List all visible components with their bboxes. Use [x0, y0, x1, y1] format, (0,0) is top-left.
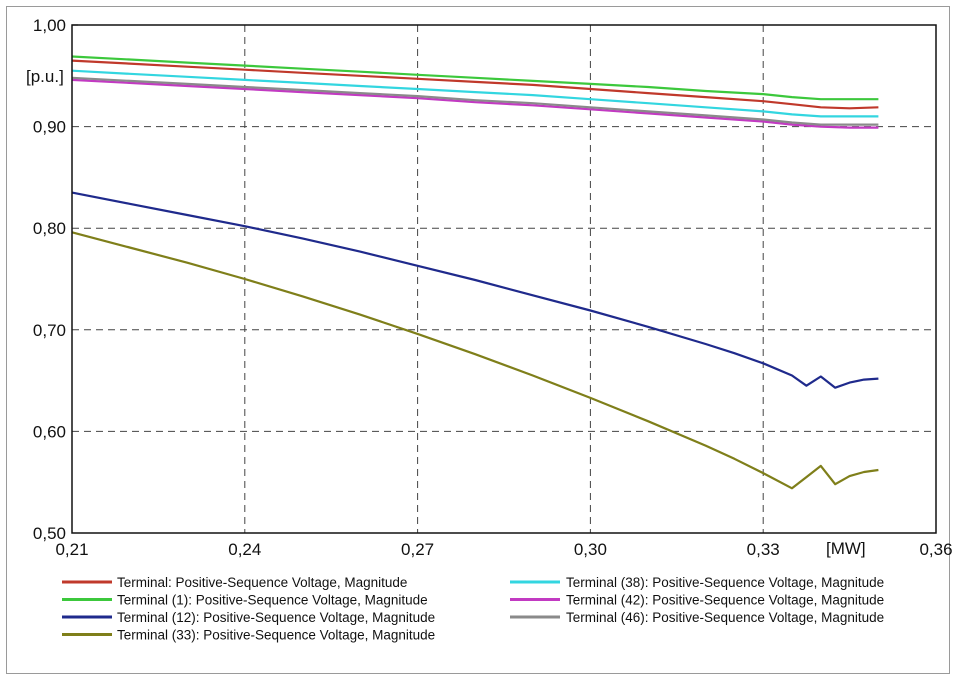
y-axis-unit-label: [p.u.]	[26, 67, 64, 86]
legend-label: Terminal: Positive-Sequence Voltage, Mag…	[117, 575, 407, 590]
y-tick-labels: 0,50 0,60 0,70 0,80 0,90 1,00	[33, 16, 78, 543]
y-tick-label: 0,60	[33, 422, 66, 441]
legend-label: Terminal (33): Positive-Sequence Voltage…	[117, 628, 435, 643]
series-line-1	[71, 59, 879, 110]
series-line-3	[71, 191, 879, 389]
y-tick-label: 0,90	[33, 118, 66, 137]
series-line-5	[71, 69, 879, 118]
series-line-2	[71, 55, 879, 101]
series-line-6	[71, 78, 879, 129]
x-tick-label: 0,30	[574, 540, 607, 559]
legend-label: Terminal (1): Positive-Sequence Voltage,…	[117, 593, 428, 608]
x-tick-label: 0,27	[401, 540, 434, 559]
series-line-4	[71, 231, 879, 490]
x-axis-unit-label: [MW]	[826, 539, 866, 558]
series-lines	[71, 55, 879, 490]
chart-frame	[6, 6, 950, 674]
plot-area-border	[71, 24, 937, 534]
y-tick-label: 0,70	[33, 321, 66, 340]
series-line-7	[71, 76, 879, 126]
legend-label: Terminal (38): Positive-Sequence Voltage…	[566, 575, 884, 590]
x-tick-label: 0,33	[747, 540, 780, 559]
y-tick-label: 1,00	[33, 16, 66, 35]
x-tick-labels: 0,21 0,24 0,27 0,30 0,33 0,36	[55, 540, 952, 559]
x-tick-label: 0,24	[228, 540, 261, 559]
y-tick-label: 0,80	[33, 219, 66, 238]
x-tick-label: 0,21	[55, 540, 88, 559]
grid-lines	[72, 25, 936, 533]
legend-label: Terminal (12): Positive-Sequence Voltage…	[117, 610, 435, 625]
legend-label: Terminal (46): Positive-Sequence Voltage…	[566, 610, 884, 625]
y-tick-label: 0,50	[33, 524, 66, 543]
x-tick-label: 0,36	[919, 540, 952, 559]
legend-label: Terminal (42): Positive-Sequence Voltage…	[566, 593, 884, 608]
legend: Terminal: Positive-Sequence Voltage, Mag…	[62, 575, 884, 643]
